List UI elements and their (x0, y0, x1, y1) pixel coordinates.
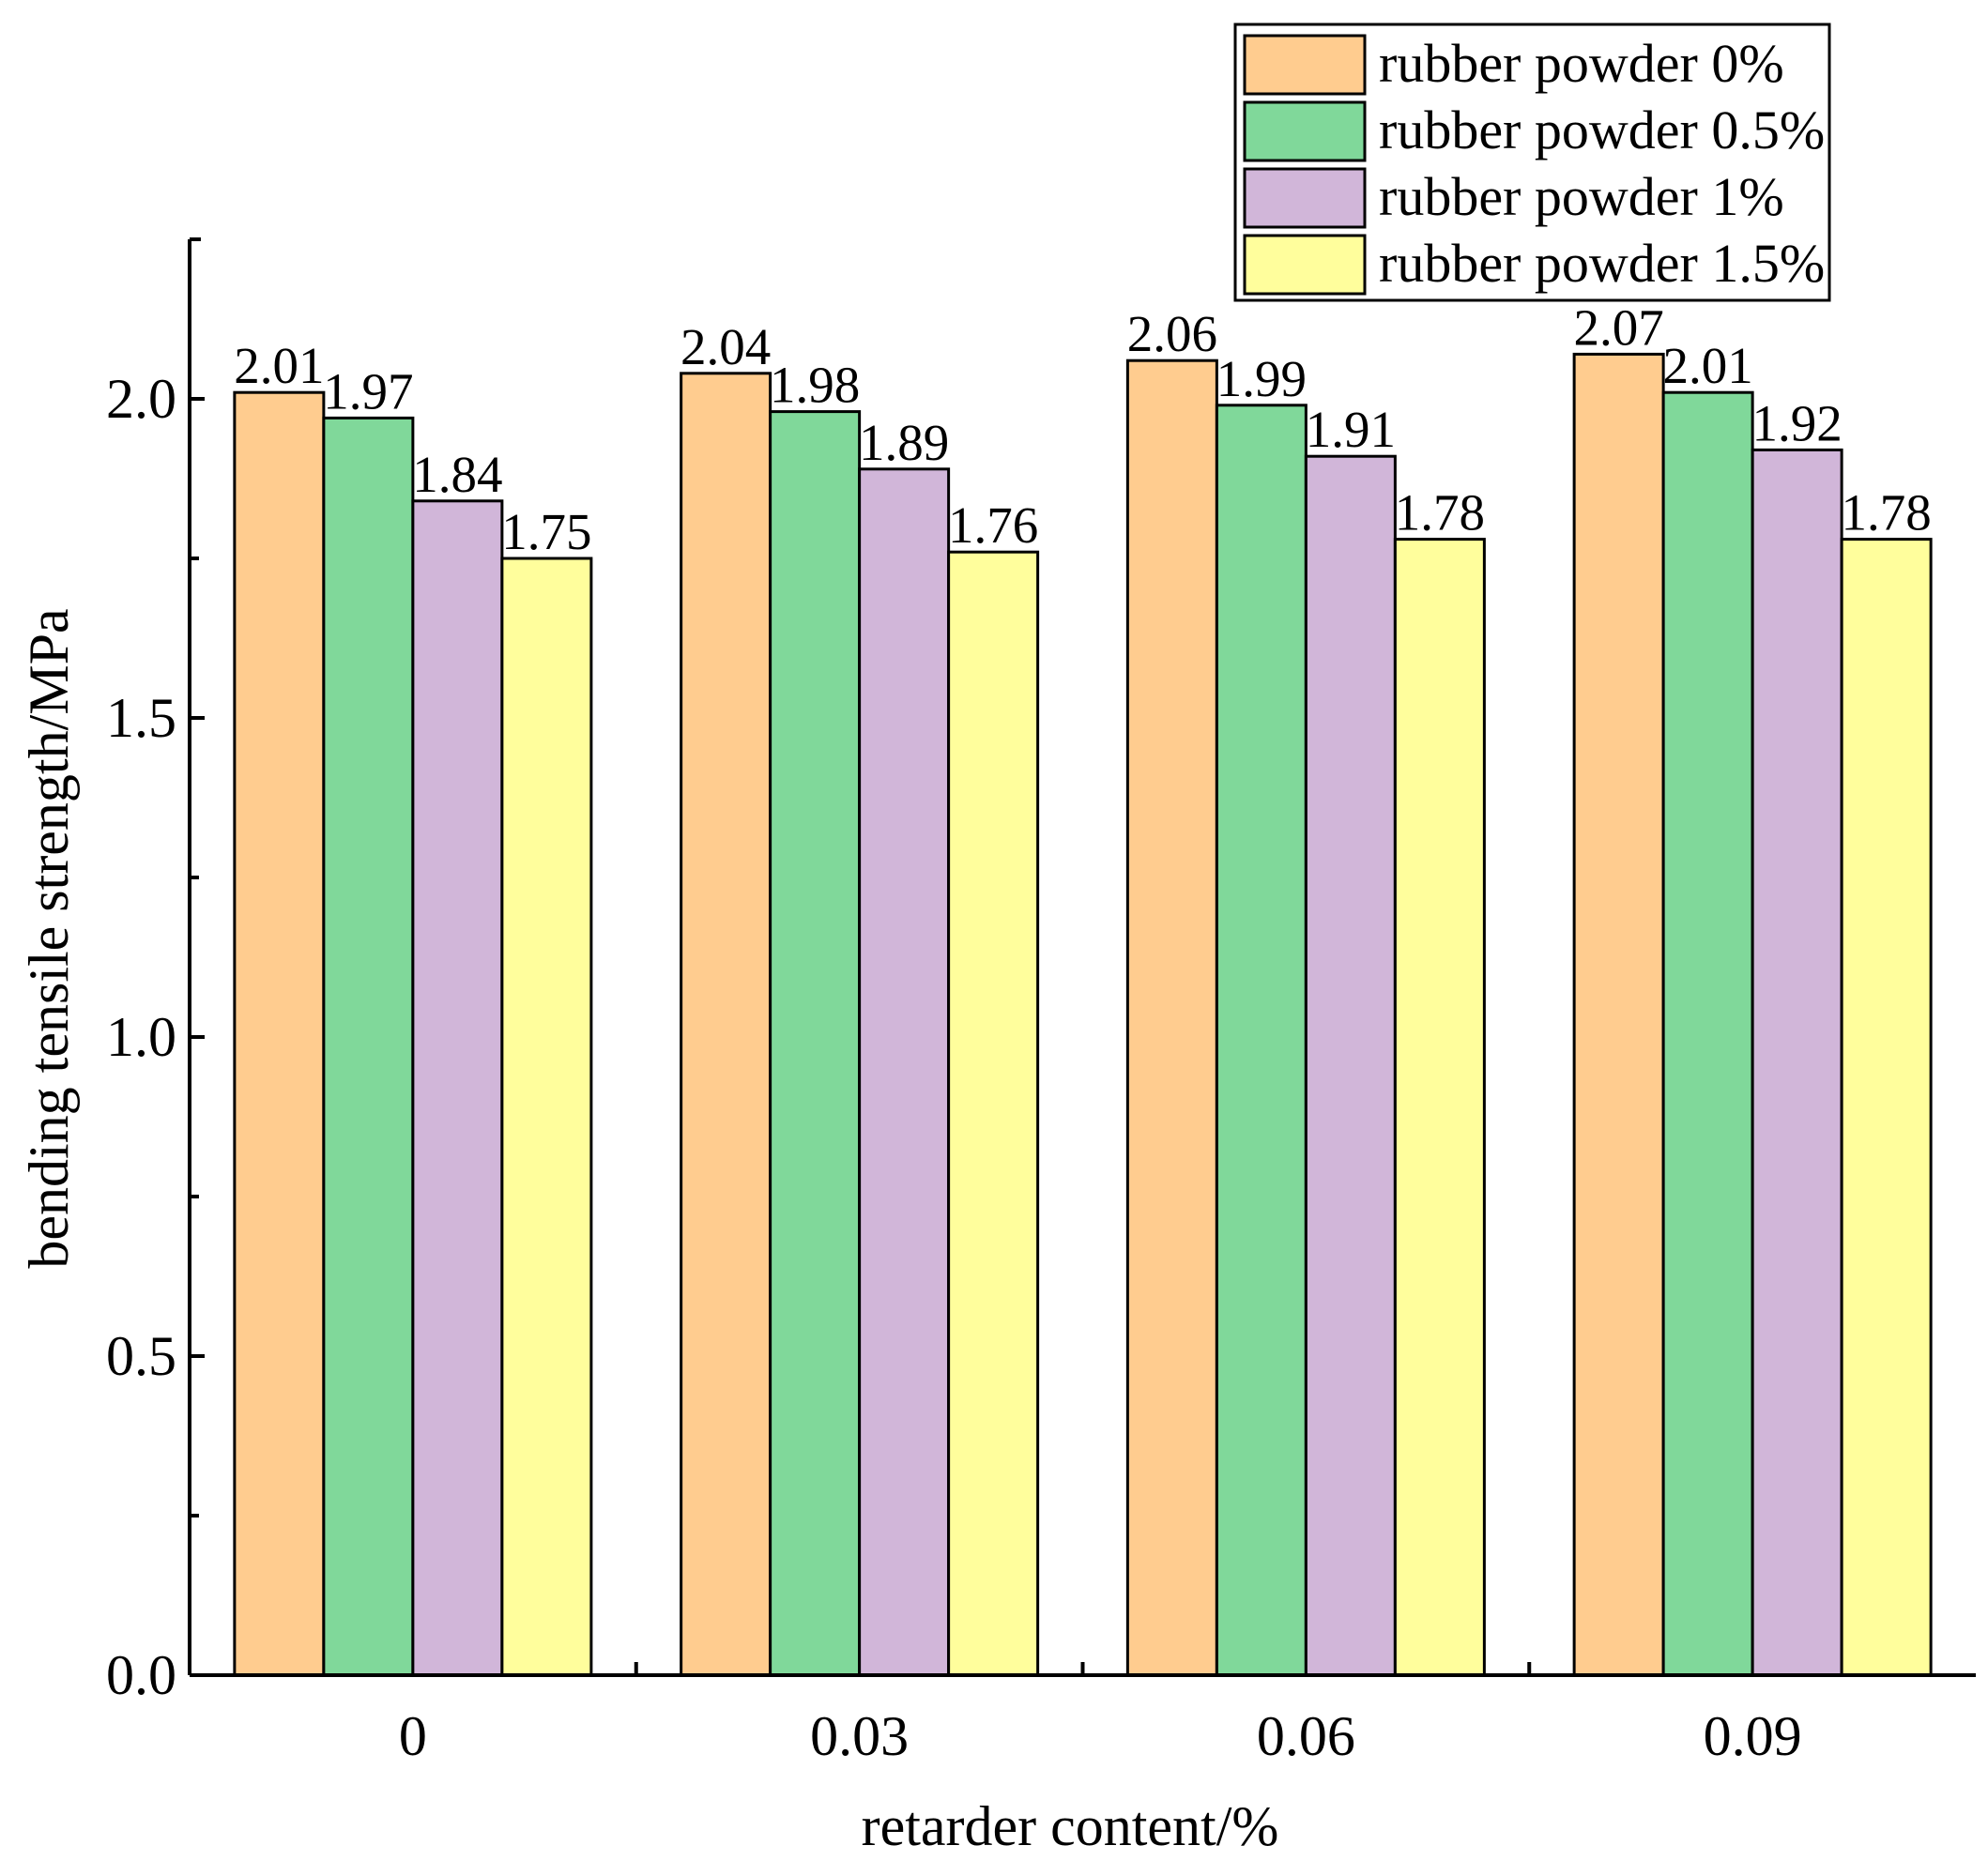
data-label-0-series-1: 1.97 (323, 362, 413, 419)
data-label-0.03-series-1: 1.98 (770, 357, 860, 414)
x-tick-label-0.03: 0.03 (810, 1705, 909, 1767)
bars-group (233, 352, 1933, 1677)
axes-group: 0.0 0.5 1.0 1.5 2.0 0 0.03 0.06 0.09 (106, 237, 1976, 1767)
data-label-0.03-series-3: 1.76 (948, 496, 1038, 554)
y-axis-title: bending tensile strength/MPa (18, 608, 80, 1268)
data-label-0.06-series-0: 2.06 (1127, 305, 1217, 362)
x-tick-label-0.06: 0.06 (1257, 1705, 1355, 1767)
bar-0-series-1 (322, 416, 415, 1677)
y-tick-label: 1.5 (106, 687, 176, 749)
data-label-0.06-series-1: 1.99 (1216, 350, 1307, 407)
legend-label-1: rubber powder 0.5% (1379, 99, 1825, 160)
bar-0-series-2 (411, 499, 504, 1677)
y-tick-label: 1.0 (106, 1006, 176, 1068)
bar-0.06-series-3 (1393, 538, 1486, 1677)
legend-swatch-2 (1243, 167, 1367, 229)
legend: rubber powder 0%rubber powder 0.5%rubber… (1233, 23, 1831, 302)
y-tick-label: 2.0 (106, 368, 176, 430)
bar-0.03-series-3 (947, 550, 1040, 1677)
data-label-0.06-series-2: 1.91 (1306, 401, 1396, 458)
bar-0.09-series-3 (1840, 538, 1933, 1677)
bar-0.09-series-1 (1661, 390, 1754, 1677)
data-label-0.09-series-1: 2.01 (1663, 337, 1753, 394)
data-labels-group: 2.011.971.841.752.041.981.891.762.061.99… (234, 298, 1932, 560)
data-label-0.06-series-3: 1.78 (1395, 484, 1485, 541)
y-tick-label: 0.0 (106, 1644, 176, 1706)
data-label-0.03-series-0: 2.04 (681, 318, 771, 375)
legend-label-2: rubber powder 1% (1379, 166, 1784, 227)
legend-swatch-0 (1243, 34, 1367, 96)
x-axis-title: retarder content/% (862, 1795, 1279, 1857)
bar-0.09-series-2 (1751, 448, 1843, 1677)
y-tick-label: 0.5 (106, 1325, 176, 1387)
legend-swatch-3 (1243, 234, 1367, 296)
x-tick-label-0: 0 (399, 1705, 427, 1767)
data-label-0.09-series-0: 2.07 (1574, 298, 1664, 356)
bar-0.09-series-0 (1572, 352, 1665, 1677)
legend-swatch-1 (1243, 100, 1367, 162)
bar-0-series-3 (500, 557, 593, 1677)
legend-label-3: rubber powder 1.5% (1379, 233, 1825, 294)
legend-label-0: rubber powder 0% (1379, 33, 1784, 94)
bar-0.06-series-0 (1125, 358, 1218, 1677)
bar-0.03-series-2 (858, 467, 951, 1677)
x-tick-label-0.09: 0.09 (1704, 1705, 1802, 1767)
data-label-0.09-series-2: 1.92 (1752, 394, 1843, 451)
bar-0.03-series-0 (680, 372, 772, 1677)
bar-0.06-series-1 (1215, 404, 1307, 1677)
data-label-0-series-2: 1.84 (412, 446, 502, 503)
data-label-0-series-3: 1.75 (501, 503, 591, 560)
data-label-0-series-0: 2.01 (234, 337, 324, 394)
data-label-0.09-series-3: 1.78 (1842, 484, 1932, 541)
bar-0.03-series-1 (769, 410, 862, 1677)
bar-0.06-series-2 (1304, 454, 1397, 1677)
data-label-0.03-series-2: 1.89 (859, 414, 949, 471)
bar-0-series-0 (233, 390, 326, 1677)
